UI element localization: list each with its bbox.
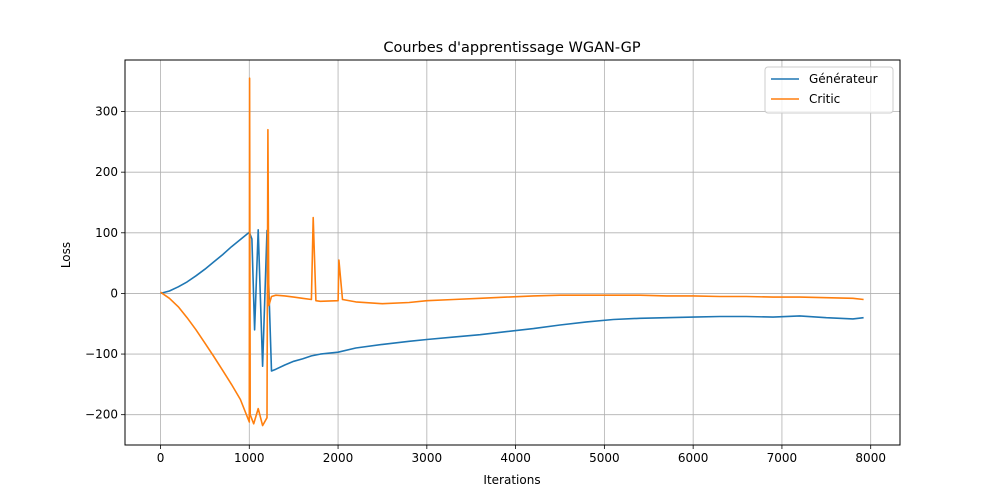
x-tick-label: 7000	[767, 451, 798, 465]
y-tick-label: 100	[95, 226, 118, 240]
x-tick-label: 1000	[234, 451, 265, 465]
grid	[125, 60, 900, 445]
axis-ticks: 0 1000 2000 3000 4000 5000 6000 7000 8000−200−10…	[85, 105, 886, 465]
y-tick-label: −200	[85, 408, 118, 422]
series-lines	[160, 77, 864, 427]
y-tick-label: −100	[85, 347, 118, 361]
x-tick-label: 6000	[678, 451, 709, 465]
x-tick-label: 8000	[855, 451, 886, 465]
y-tick-label: 200	[95, 165, 118, 179]
y-axis-label: Loss	[59, 242, 73, 268]
chart-title: Courbes d'apprentissage WGAN-GP	[383, 40, 640, 56]
x-tick-label: 0	[157, 451, 165, 465]
x-tick-label: 2000	[323, 451, 354, 465]
y-tick-label: 300	[95, 105, 118, 119]
series-line-critic	[160, 77, 864, 427]
plot-area-frame	[124, 59, 901, 446]
x-axis-label: Iterations	[483, 473, 540, 487]
x-tick-label: 3000	[412, 451, 443, 465]
legend-label: Générateur	[809, 72, 878, 86]
y-tick-label: 0	[110, 286, 118, 300]
series-line-generator	[160, 229, 864, 372]
legend-label: Critic	[809, 92, 840, 106]
legend: Générateur Critic	[764, 66, 894, 114]
x-tick-label: 5000	[589, 451, 620, 465]
x-tick-label: 4000	[500, 451, 531, 465]
